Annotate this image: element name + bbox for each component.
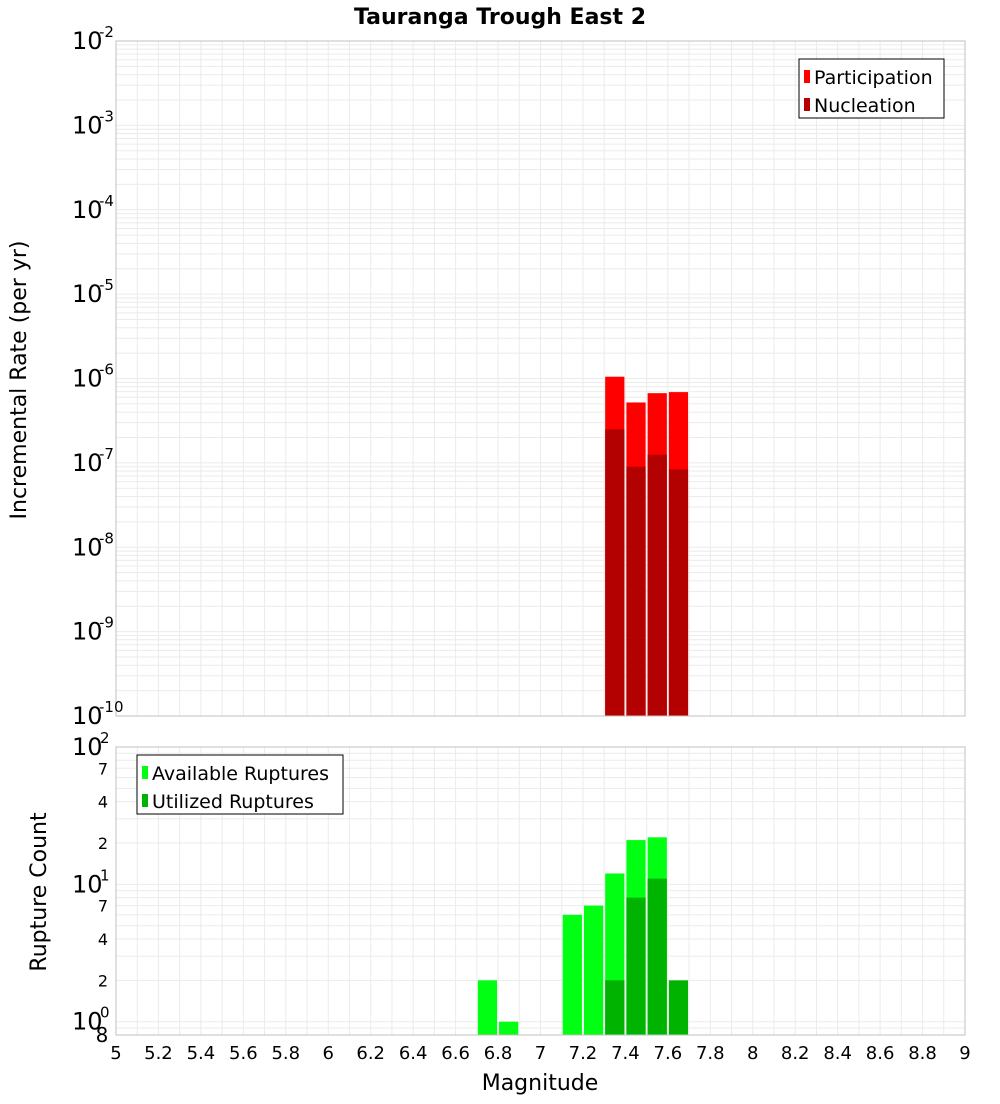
top-y-tick-exponent: -7 [99, 445, 114, 463]
bottom-plot-frame [115, 746, 966, 1036]
bottom-y-tick-exponent: 0 [100, 1004, 110, 1022]
top-y-tick-base: 10 [72, 449, 103, 477]
x-tick-label: 6.4 [399, 1043, 428, 1064]
x-tick-label: 6.8 [484, 1043, 513, 1064]
bottom-y-minor-tick: 4 [98, 930, 108, 949]
top-y-tick-base: 10 [72, 533, 103, 561]
top-legend-swatch [804, 98, 810, 111]
bottom-y-tick-partial: 8 [96, 1023, 109, 1047]
top-y-tick-base: 10 [72, 111, 103, 139]
x-tick-label: 5.6 [229, 1043, 258, 1064]
utilized-ruptures-bar [647, 878, 667, 1035]
x-tick-label: 7.2 [569, 1043, 598, 1064]
bottom-y-minor-tick: 2 [98, 971, 108, 990]
top-y-tick-base: 10 [72, 27, 103, 55]
top-y-tick-base: 10 [72, 280, 103, 308]
top-y-tick-base: 10 [72, 196, 103, 224]
top-y-tick-base: 10 [72, 365, 103, 393]
bottom-y-minor-tick: 7 [98, 759, 108, 778]
top-y-axis-label: Incremental Rate (per yr) [7, 241, 32, 520]
bottom-y-tick-exponent: 2 [100, 729, 110, 747]
bottom-legend-box [136, 754, 344, 815]
bottom-legend-label: Utilized Ruptures [152, 791, 314, 813]
x-tick-label: 8.2 [781, 1043, 810, 1064]
available-ruptures-bar [499, 1021, 519, 1035]
bottom-y-tick-base: 10 [72, 870, 103, 898]
chart-title: Tauranga Trough East 2 [354, 5, 646, 30]
x-tick-label: 5 [110, 1043, 121, 1064]
bottom-legend-swatch [142, 794, 148, 807]
top-y-tick-exponent: -4 [99, 192, 114, 210]
available-ruptures-bar [562, 914, 582, 1035]
available-ruptures-bar [477, 980, 498, 1035]
top-y-tick-exponent: -5 [99, 276, 114, 294]
top-legend-label: Participation [814, 67, 933, 89]
x-tick-label: 9 [959, 1043, 970, 1064]
nucleation-bar [647, 454, 667, 716]
top-legend: Participation Nucleation [798, 58, 945, 119]
x-axis-label: Magnitude [482, 1071, 599, 1096]
x-tick-label: 6.6 [441, 1043, 470, 1064]
x-tick-label: 6 [323, 1043, 334, 1064]
top-y-tick-exponent: -10 [99, 698, 124, 716]
nucleation-bar [626, 466, 646, 716]
top-y-tick-exponent: -3 [99, 107, 114, 125]
nucleation-bar [668, 469, 689, 716]
x-tick-label: 7 [535, 1043, 546, 1064]
bottom-legend-swatch [142, 766, 148, 779]
top-plot-frame [115, 40, 966, 717]
top-legend-box [798, 58, 945, 119]
top-y-tick-exponent: -9 [99, 614, 114, 632]
x-tick-label: 7.4 [611, 1043, 640, 1064]
x-tick-label: 5.2 [144, 1043, 173, 1064]
x-tick-label: 7.6 [654, 1043, 683, 1064]
x-tick-label: 8.8 [908, 1043, 937, 1064]
available-ruptures-bar [583, 905, 604, 1035]
bottom-y-minor-tick: 7 [98, 897, 108, 916]
x-tick-label: 7.8 [696, 1043, 725, 1064]
top-y-tick-exponent: -8 [99, 529, 114, 547]
x-tick-label: 5.8 [271, 1043, 300, 1064]
bottom-y-minor-tick: 4 [98, 793, 108, 812]
top-legend-swatch [804, 70, 810, 83]
bottom-y-tick-base: 10 [72, 733, 103, 761]
x-tick-label: 8.6 [866, 1043, 895, 1064]
bottom-legend: Available Ruptures Utilized Ruptures [136, 754, 344, 815]
x-tick-label: 8 [747, 1043, 758, 1064]
top-y-tick-base: 10 [72, 618, 103, 646]
top-y-tick-exponent: -6 [99, 361, 114, 379]
bottom-legend-label: Available Ruptures [152, 763, 329, 785]
utilized-ruptures-bar [605, 980, 625, 1035]
top-panel-grid [115, 40, 966, 717]
top-legend-label: Nucleation [814, 95, 916, 117]
top-y-tick-exponent: -2 [99, 23, 114, 41]
bottom-y-tick-exponent: 1 [100, 866, 110, 884]
top-y-tick-base: 10 [72, 702, 103, 730]
bottom-y-axis-label: Rupture Count [27, 812, 52, 972]
utilized-ruptures-bar [626, 897, 646, 1035]
nucleation-bar [605, 429, 625, 716]
utilized-ruptures-bar [668, 980, 689, 1035]
x-tick-label: 6.2 [356, 1043, 385, 1064]
bottom-y-tick-base: 10 [72, 1008, 103, 1036]
x-tick-label: 5.4 [187, 1043, 216, 1064]
bottom-y-minor-tick: 2 [98, 834, 108, 853]
x-tick-label: 8.4 [823, 1043, 852, 1064]
